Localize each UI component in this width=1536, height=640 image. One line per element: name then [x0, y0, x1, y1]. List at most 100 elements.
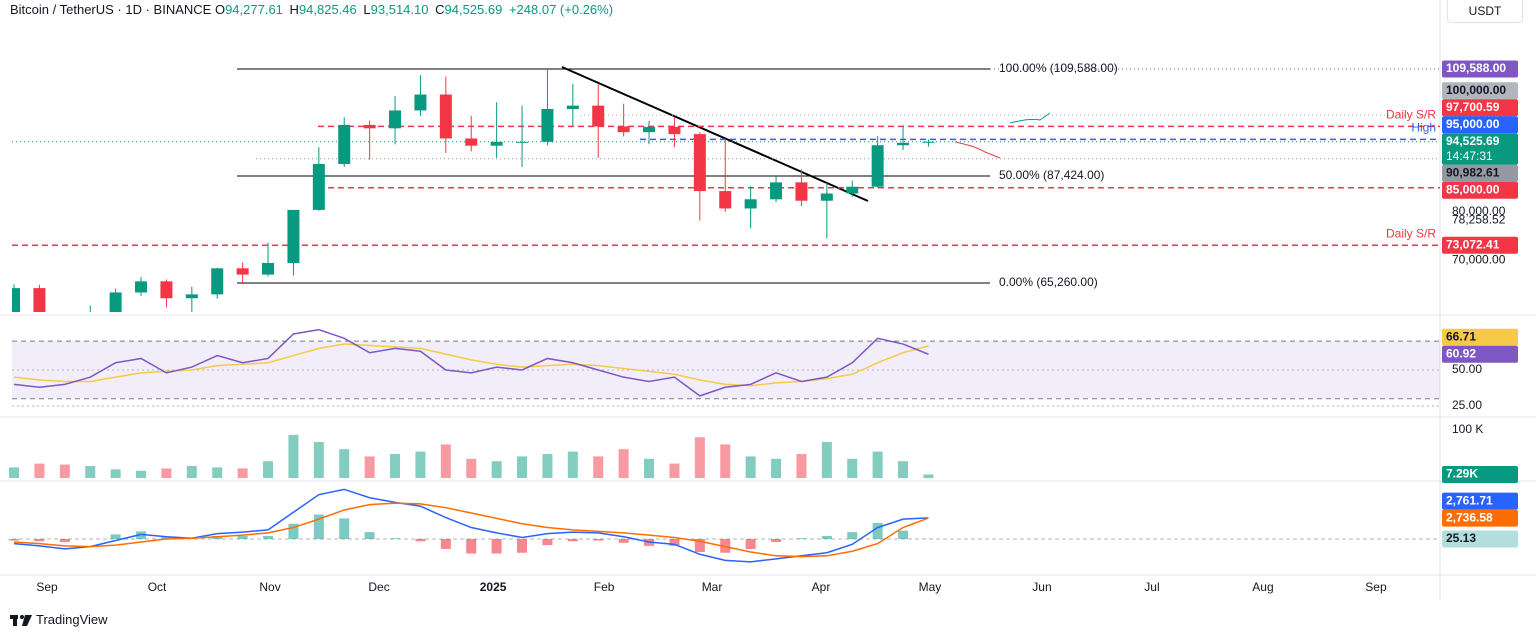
x-tick-label: Jul — [1144, 580, 1159, 594]
price-badge — [1442, 60, 1518, 78]
histogram-bar — [415, 539, 426, 542]
candle-body — [922, 141, 935, 143]
candle-body — [287, 209, 300, 264]
price-badge — [1442, 328, 1518, 346]
volume-bar — [339, 449, 350, 478]
price-badge — [1442, 82, 1518, 100]
ohlc-key: L — [363, 2, 371, 17]
price-badge — [1442, 466, 1518, 484]
candle-body — [643, 126, 656, 133]
x-tick-label: Mar — [702, 580, 723, 594]
ohlc-value: 94,825.46 — [298, 2, 357, 17]
candle-body — [897, 142, 910, 146]
histogram-bar — [872, 522, 883, 539]
histogram-bar — [542, 539, 553, 546]
change: +248.07 (+0.26%) — [508, 2, 614, 17]
volume-bar — [821, 442, 832, 478]
ohlc-key: C — [435, 2, 445, 17]
candle-body — [846, 186, 859, 194]
y-tick-label: 25.00 — [1452, 398, 1482, 412]
histogram-bar — [110, 534, 121, 539]
histogram-bar — [491, 539, 502, 554]
badge-label: 94,525.69 — [1446, 134, 1500, 148]
candle-body — [414, 94, 427, 111]
legend-header: Bitcoin / TetherUS · 1D · BINANCE O94,27… — [10, 2, 616, 17]
candle-body — [262, 263, 275, 275]
ohlc-key: H — [289, 2, 299, 17]
histogram-bar — [593, 539, 604, 541]
candle-body — [84, 313, 96, 334]
price-badge — [1442, 509, 1518, 527]
volume-bar — [110, 469, 121, 478]
histogram-bar — [821, 535, 832, 539]
volume-bar — [517, 456, 528, 478]
volume-bar — [390, 454, 401, 478]
badge-label: 73,072.41 — [1446, 237, 1500, 251]
volume-bar — [263, 461, 274, 478]
volume-bar — [542, 454, 553, 478]
candle-body — [795, 182, 808, 201]
price-badge — [1442, 116, 1518, 134]
volume-bar — [212, 467, 223, 478]
volume-bar — [186, 466, 197, 478]
histogram-bar — [567, 539, 578, 542]
candle-body — [617, 126, 630, 133]
y-tick-label: 50.00 — [1452, 362, 1482, 376]
histogram-bar — [313, 514, 324, 539]
histogram-bar — [796, 538, 807, 539]
volume-bar — [872, 451, 883, 478]
histogram-bar — [517, 539, 528, 553]
volume-bar — [796, 454, 807, 478]
candle-body — [744, 199, 757, 209]
fib-label: 50.00% (87,424.00) — [999, 168, 1104, 182]
volume-bar — [847, 458, 858, 478]
annotation: High — [1411, 121, 1436, 135]
price-badge — [1442, 492, 1518, 510]
candle-body — [236, 268, 249, 275]
histogram-bar — [390, 538, 401, 539]
brand-logo — [10, 614, 32, 626]
badge-label: 25.13 — [1446, 531, 1476, 545]
series-line — [13, 328, 929, 397]
x-tick-label: Sep — [36, 580, 58, 594]
currency-button[interactable]: USDT — [1447, 0, 1523, 23]
badge-label: 90,982.61 — [1446, 165, 1500, 179]
x-tick-label: Aug — [1252, 580, 1273, 594]
brand-name: TradingView — [36, 612, 108, 627]
volume-bar — [85, 466, 96, 478]
volume-bar — [618, 449, 629, 478]
x-tick-label: 2025 — [480, 580, 507, 594]
candle-body — [668, 126, 681, 135]
volume-bar — [59, 464, 70, 478]
candle-body — [566, 105, 579, 110]
x-tick-label: Oct — [148, 580, 167, 594]
brand: TradingView — [10, 612, 108, 627]
histogram-bar — [618, 539, 629, 543]
fib-label: 0.00% (65,260.00) — [999, 275, 1098, 289]
trendline — [561, 66, 869, 202]
badge-label: 2,761.71 — [1446, 493, 1493, 507]
candle-body — [592, 105, 605, 127]
candle-body — [490, 141, 503, 146]
volume-bar — [440, 444, 451, 478]
histogram-bar — [745, 539, 756, 549]
badge-label: 97,700.59 — [1446, 100, 1500, 114]
histogram-bar — [440, 539, 451, 549]
price-plot: 100.00% (109,588.00) 50.00% (87,424.00) 0.… — [12, 61, 1440, 334]
volume-bar — [415, 451, 426, 478]
histogram-bar — [9, 539, 20, 541]
candle-body — [109, 292, 122, 312]
histogram-bar — [212, 535, 223, 539]
histogram-bar — [466, 539, 477, 554]
volume-bar — [669, 463, 680, 478]
badge-label: 109,588.00 — [1446, 61, 1506, 75]
candle-body — [12, 288, 21, 312]
price-badge — [1442, 530, 1518, 548]
volume-bar — [491, 461, 502, 478]
badge-label: 7.29K — [1446, 467, 1478, 481]
candle-body — [693, 134, 706, 192]
rsi-band — [12, 341, 1440, 399]
y-tick-label: 80,000.00 — [1452, 204, 1506, 218]
histogram-bar — [771, 539, 782, 543]
